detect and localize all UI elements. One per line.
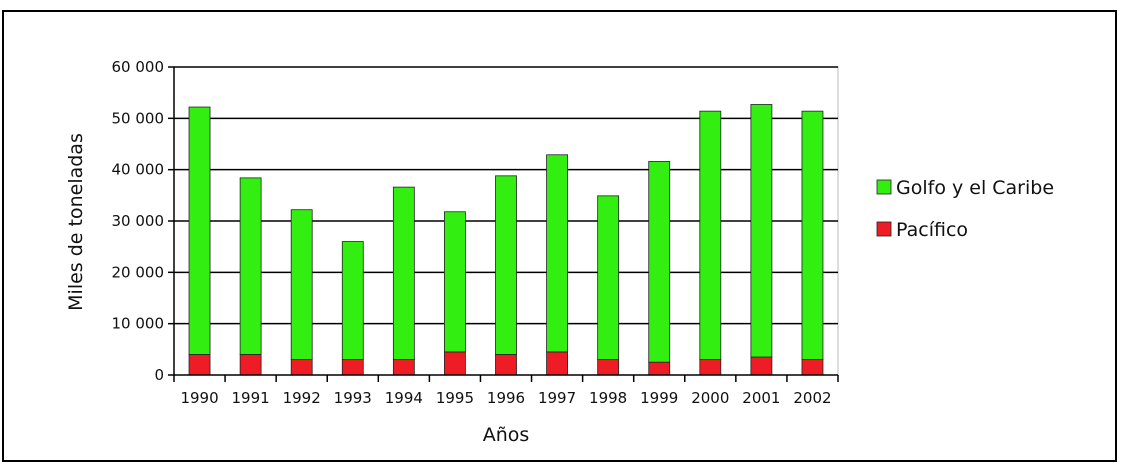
bar-segment bbox=[239, 177, 262, 355]
bar-segment bbox=[801, 110, 824, 361]
bar-segment bbox=[290, 359, 313, 376]
x-tick-label: 1999 bbox=[640, 389, 678, 407]
bar-segment bbox=[341, 241, 364, 361]
x-tick-label: 1991 bbox=[232, 389, 270, 407]
bar-segment bbox=[392, 359, 415, 376]
x-tick-label: 1994 bbox=[385, 389, 423, 407]
bar-segment bbox=[546, 154, 568, 353]
bar-segment bbox=[188, 106, 211, 355]
bar-segment bbox=[341, 359, 364, 376]
x-tick-labels: 1990 1991 1992 1993 1994 1995 1996 1997 1998 1999… bbox=[180, 389, 831, 407]
x-tick-label: 1993 bbox=[334, 389, 372, 407]
bar-segment bbox=[444, 351, 466, 376]
x-tick-label: 2001 bbox=[742, 389, 780, 407]
legend-swatch bbox=[876, 221, 892, 237]
bar-segment bbox=[597, 359, 620, 376]
bar-segment bbox=[239, 354, 262, 376]
bar-segment bbox=[290, 209, 313, 360]
bar-segment bbox=[392, 186, 415, 360]
bar-segment bbox=[648, 161, 671, 363]
bar-segment bbox=[699, 359, 722, 376]
x-tick-label: 2000 bbox=[691, 389, 729, 407]
y-axis-title: Miles de toneladas bbox=[65, 133, 87, 311]
x-tick-label: 1998 bbox=[589, 389, 627, 407]
x-tick-label: 1995 bbox=[436, 389, 474, 407]
y-tick-label: 40 000 bbox=[112, 161, 165, 179]
y-tick-labels: 0 10 000 20 000 30 000 40 000 50 000 60 000 bbox=[112, 58, 165, 384]
x-tick-label: 1997 bbox=[538, 389, 576, 407]
plot-area bbox=[168, 66, 839, 382]
y-tick-label: 20 000 bbox=[112, 263, 165, 281]
x-tick-label: 1996 bbox=[487, 389, 525, 407]
bar-segment bbox=[188, 354, 211, 376]
y-tick-label: 50 000 bbox=[112, 109, 165, 127]
bar-segment bbox=[546, 351, 568, 376]
legend-label: Golfo y el Caribe bbox=[896, 177, 1054, 199]
x-axis-title: Años bbox=[483, 424, 530, 446]
bars bbox=[188, 104, 824, 376]
legend-swatch bbox=[876, 179, 892, 195]
bar-segment bbox=[495, 175, 517, 355]
y-tick-label: 30 000 bbox=[112, 212, 165, 230]
bar-segment bbox=[750, 356, 773, 376]
y-tick-label: 60 000 bbox=[112, 58, 165, 76]
bar-segment bbox=[444, 211, 466, 353]
bar-segment bbox=[801, 359, 824, 376]
x-tick-label: 1990 bbox=[180, 389, 218, 407]
bar-segment bbox=[699, 110, 722, 361]
y-tick-label: 0 bbox=[154, 366, 164, 384]
x-tick-label: 2002 bbox=[793, 389, 831, 407]
legend-label: Pacífico bbox=[896, 219, 968, 241]
axes bbox=[168, 66, 839, 382]
y-tick-label: 10 000 bbox=[112, 315, 165, 333]
bar-segment bbox=[495, 354, 517, 376]
legend: Golfo y el Caribe Pacífico bbox=[876, 177, 1054, 241]
bar-segment bbox=[750, 104, 773, 358]
x-tick-label: 1992 bbox=[283, 389, 321, 407]
bar-segment bbox=[597, 195, 620, 360]
bar-segment bbox=[648, 361, 671, 376]
